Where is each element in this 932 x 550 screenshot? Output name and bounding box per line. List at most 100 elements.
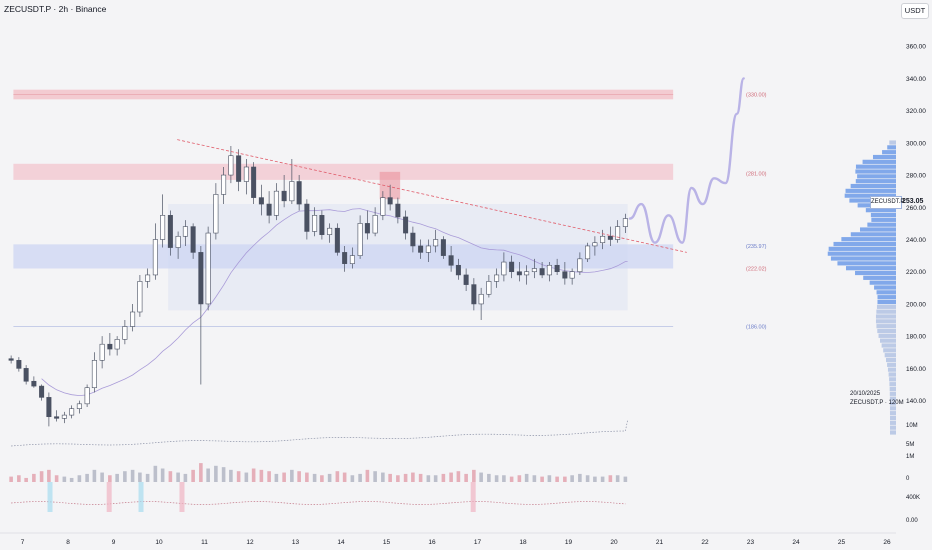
profile-bar	[837, 261, 896, 266]
profile-bar	[850, 232, 896, 237]
time-tick: 26	[883, 539, 891, 546]
profile-bar	[855, 164, 896, 169]
currency-button[interactable]: USDT	[901, 3, 929, 19]
candle-up	[91, 352, 97, 393]
volume-bar	[9, 476, 13, 482]
candle-down	[8, 355, 14, 364]
volume-bar	[335, 471, 340, 482]
volume-bar	[615, 475, 620, 482]
price-tick: 340.00	[906, 76, 926, 83]
time-tick: 12	[246, 539, 254, 546]
volume-bar	[532, 475, 537, 482]
candle-down	[281, 175, 287, 208]
candle-up	[213, 183, 219, 240]
volume-bar	[69, 477, 74, 482]
candle-body	[160, 215, 166, 240]
profile-bar	[855, 270, 896, 276]
volume-bar	[456, 471, 461, 482]
volume-bar	[153, 465, 158, 482]
volume-bar	[251, 468, 256, 482]
profile-bar	[880, 338, 896, 343]
profile-bar	[887, 367, 896, 372]
time-tick: 7	[21, 539, 25, 546]
candle-body	[418, 245, 424, 253]
volume-bar	[259, 469, 264, 482]
candle-body	[152, 239, 158, 276]
candle-body	[569, 271, 575, 279]
candle-body	[455, 264, 461, 276]
candle-down	[471, 278, 477, 311]
time-tick: 22	[701, 539, 709, 546]
volume-bar	[358, 473, 362, 482]
volume-bar	[17, 475, 21, 482]
time-tick: 20	[610, 539, 618, 546]
price-tick: 280.00	[906, 173, 926, 180]
time-tick: 15	[383, 539, 391, 546]
candle-body	[273, 190, 279, 216]
candle-body	[395, 203, 401, 218]
candle-body	[622, 218, 628, 227]
candle-body	[228, 155, 234, 176]
volume-bar	[517, 475, 522, 482]
volume-bar	[108, 475, 112, 482]
candle-body	[539, 268, 545, 276]
price-tick: 360.00	[906, 44, 926, 51]
volume-bar	[600, 476, 605, 482]
price-tick: 160.00	[906, 366, 926, 373]
volume-bar	[115, 473, 119, 482]
volume-bar	[54, 475, 59, 482]
candle-down	[395, 197, 401, 224]
profile-bar	[883, 348, 896, 353]
candle-down	[364, 210, 370, 240]
volume-bar	[176, 472, 180, 482]
volume-bar	[39, 471, 44, 482]
volume-bar	[123, 471, 127, 482]
volume-bar	[487, 473, 491, 482]
profile-bar	[889, 391, 896, 396]
candle-up	[524, 265, 530, 285]
time-tick: 17	[474, 539, 482, 546]
candle-up	[501, 252, 507, 282]
candle-up	[228, 146, 234, 184]
volume-bar	[623, 476, 628, 482]
volume-bar	[585, 475, 590, 482]
volume-bar	[365, 469, 370, 482]
volume-bar	[373, 471, 377, 482]
candle-up	[425, 239, 431, 263]
candle-body	[99, 343, 105, 361]
volume-bar	[130, 469, 135, 482]
volume-tick: 5M	[906, 442, 914, 448]
candle-body	[16, 360, 22, 369]
volume-bar	[433, 475, 438, 482]
volume-bar	[168, 471, 173, 482]
volume-bar	[274, 473, 279, 482]
profile-bar	[857, 174, 896, 179]
profile-bar	[887, 362, 896, 367]
time-tick: 18	[519, 539, 527, 546]
candle-down	[251, 162, 257, 205]
price-tick: 180.00	[906, 334, 926, 341]
volume-bar	[47, 469, 51, 482]
candle-body	[84, 387, 90, 405]
candle-up	[615, 220, 621, 243]
profile-bar	[888, 372, 896, 377]
candle-down	[266, 191, 272, 224]
volume-bar	[418, 473, 423, 482]
candle-up	[145, 268, 151, 288]
candle-body	[615, 226, 621, 240]
volume-bar	[403, 473, 408, 482]
volume-bar	[494, 475, 499, 482]
candle-down	[296, 175, 302, 211]
candle-down	[403, 210, 409, 240]
candle-up	[160, 194, 166, 248]
candle-body	[205, 232, 211, 305]
profile-bar	[884, 353, 896, 358]
candle-body	[403, 216, 409, 234]
candle-body	[114, 339, 120, 350]
candle-body	[39, 385, 45, 398]
profile-bar	[830, 256, 896, 261]
profile-bar	[871, 217, 896, 222]
volume-bar	[570, 475, 574, 482]
candle-down	[410, 226, 416, 253]
